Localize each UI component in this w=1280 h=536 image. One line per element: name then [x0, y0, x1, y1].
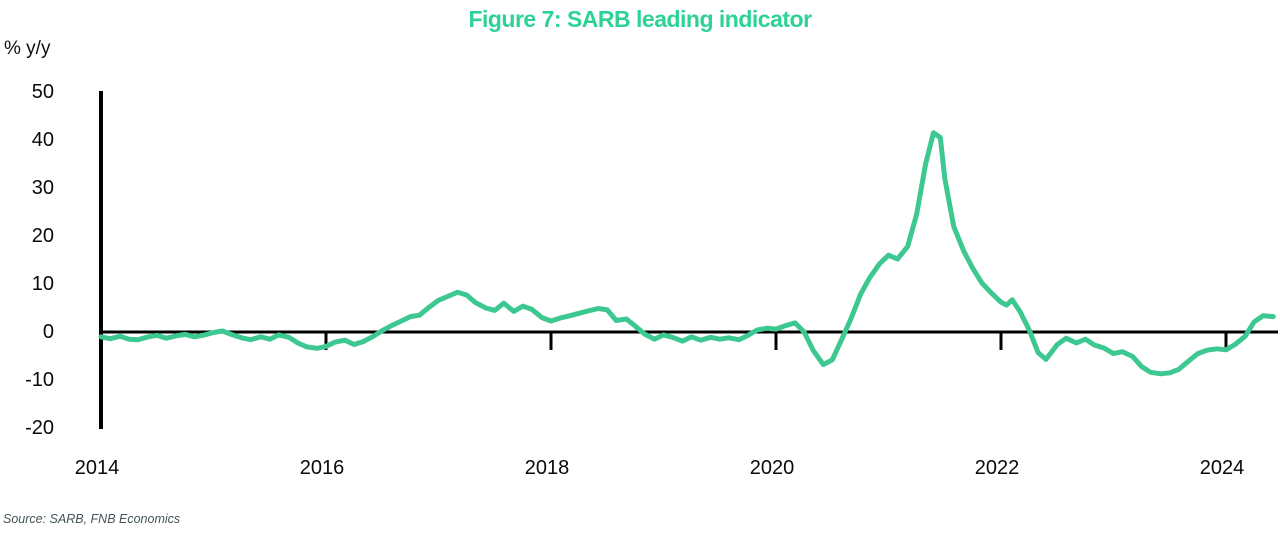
x-tick-label: 2016 [299, 457, 345, 479]
x-tick-label: 2018 [524, 457, 570, 479]
x-axis-tick [774, 332, 778, 350]
x-axis-tick [549, 332, 553, 350]
source-note: Source: SARB, FNB Economics [3, 512, 181, 526]
y-tick-label: 30 [31, 177, 54, 199]
x-axis-tick [1224, 332, 1228, 350]
y-tick-label: 0 [42, 321, 54, 343]
y-tick-label: 40 [31, 129, 54, 151]
leading-indicator-line [98, 130, 1276, 377]
y-tick-label: 10 [31, 273, 54, 295]
chart-title: Figure 7: SARB leading indicator [468, 6, 812, 32]
y-axis-unit-label: % y/y [4, 38, 51, 59]
x-axis-tick [324, 332, 328, 350]
x-tick-label: 2014 [74, 457, 120, 479]
zero-baseline [99, 330, 1278, 334]
y-tick-label: -10 [25, 369, 54, 391]
y-tick-label: -20 [25, 417, 54, 439]
y-tick-label: 20 [31, 225, 54, 247]
x-axis-tick [999, 332, 1003, 350]
x-tick-label: 2020 [749, 457, 795, 479]
x-tick-label: 2022 [974, 457, 1020, 479]
x-tick-label: 2024 [1199, 457, 1245, 479]
y-axis-spine [99, 91, 103, 429]
y-tick-label: 50 [31, 81, 54, 103]
